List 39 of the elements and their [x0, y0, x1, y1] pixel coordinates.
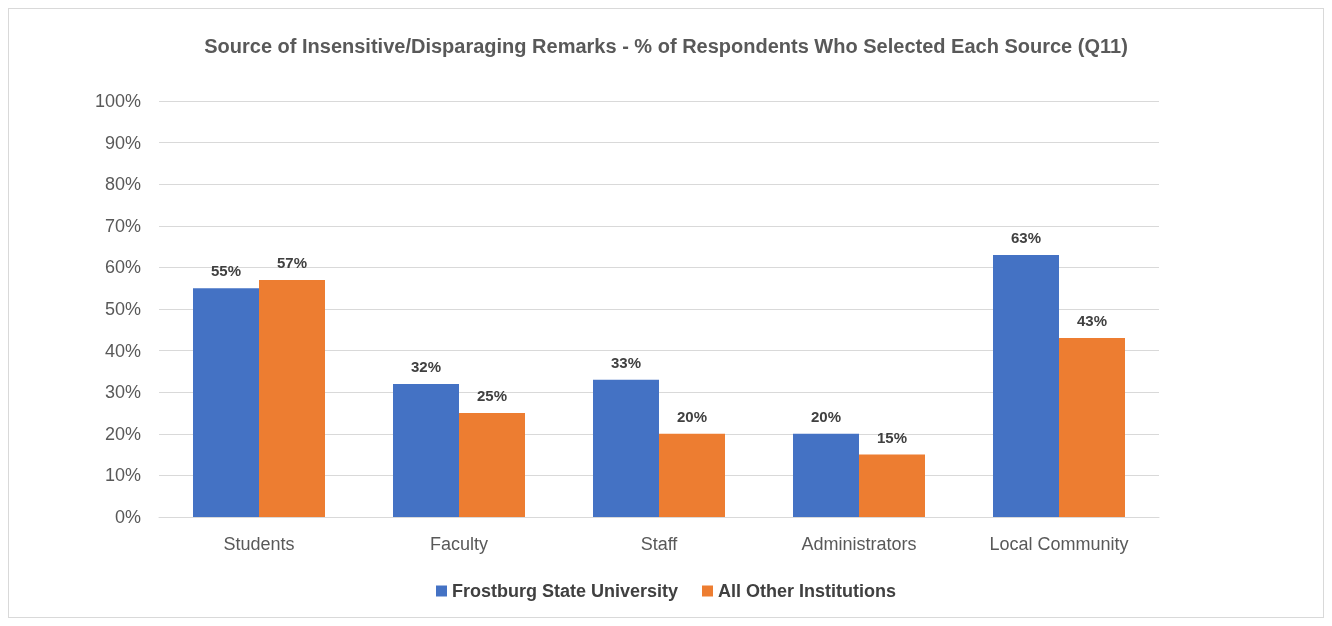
- y-tick-label: 10%: [104, 465, 141, 486]
- data-label: 43%: [1076, 312, 1108, 330]
- data-label: 20%: [810, 407, 842, 425]
- bar: [859, 454, 925, 517]
- data-label: 32%: [410, 357, 442, 375]
- y-tick-label: 100%: [94, 91, 141, 111]
- data-label: 15%: [876, 428, 908, 446]
- bar: [1059, 338, 1125, 517]
- data-label: 55%: [210, 262, 242, 280]
- y-tick-label: 50%: [104, 299, 141, 319]
- y-tick-label: 70%: [104, 215, 141, 236]
- y-tick-label: 0%: [114, 507, 141, 527]
- y-tick-label: 90%: [104, 132, 141, 153]
- data-label: 20%: [676, 407, 708, 425]
- y-tick-label: 40%: [104, 340, 141, 361]
- data-label: 63%: [1010, 228, 1042, 246]
- bar: [459, 413, 525, 517]
- y-tick-label: 20%: [104, 423, 141, 444]
- chart-title: Source of Insensitive/Disparaging Remarks - % of Respondents Who Selected Each Source (Q11): [204, 35, 1128, 57]
- x-tick-label: Local Community: [989, 534, 1129, 554]
- y-tick-label: 80%: [104, 174, 141, 195]
- data-label: 25%: [476, 387, 508, 404]
- y-tick-label: 30%: [104, 382, 141, 403]
- x-tick-label: Administrators: [801, 534, 917, 554]
- bar: [593, 379, 659, 517]
- bar: [193, 288, 259, 517]
- data-label: 33%: [610, 353, 642, 371]
- bar: [793, 433, 859, 517]
- x-tick-label: Faculty: [429, 534, 489, 554]
- bar: [259, 279, 325, 517]
- legend-label: All Other Institutions: [718, 581, 897, 601]
- bar: [393, 383, 459, 517]
- bar: [659, 433, 725, 517]
- data-label: 57%: [276, 253, 308, 271]
- x-tick-label: Staff: [640, 534, 679, 554]
- x-tick-label: Students: [223, 534, 295, 554]
- legend-label: Frostburg State University: [451, 581, 679, 601]
- bar: [993, 254, 1059, 517]
- y-tick-label: 60%: [104, 257, 141, 278]
